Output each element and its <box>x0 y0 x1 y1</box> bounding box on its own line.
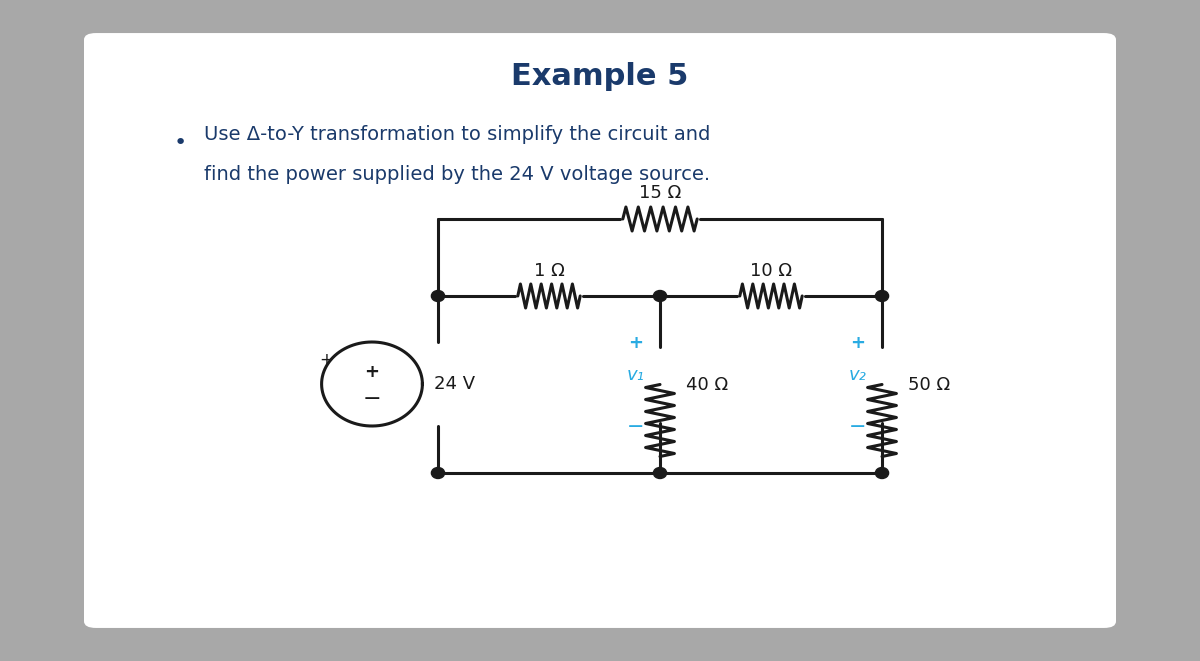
Text: +: + <box>629 334 643 352</box>
Text: −: − <box>850 416 866 436</box>
Text: 1 Ω: 1 Ω <box>534 262 564 280</box>
Text: v₁: v₁ <box>628 366 644 383</box>
Text: 40 Ω: 40 Ω <box>686 375 728 393</box>
Text: v₂: v₂ <box>850 366 866 383</box>
Text: •: • <box>174 133 187 153</box>
Text: 24 V: 24 V <box>434 375 475 393</box>
Text: Use Δ-to-Y transformation to simplify the circuit and: Use Δ-to-Y transformation to simplify th… <box>204 124 710 143</box>
Circle shape <box>876 290 888 301</box>
Text: −: − <box>628 416 644 436</box>
Text: −: − <box>362 389 382 409</box>
FancyBboxPatch shape <box>84 33 1116 628</box>
Text: 50 Ω: 50 Ω <box>908 375 950 393</box>
Circle shape <box>653 467 667 479</box>
Circle shape <box>432 467 445 479</box>
Text: Example 5: Example 5 <box>511 61 689 91</box>
Circle shape <box>432 290 445 301</box>
Text: 10 Ω: 10 Ω <box>750 262 792 280</box>
Text: find the power supplied by the 24 V voltage source.: find the power supplied by the 24 V volt… <box>204 165 710 184</box>
Text: +: + <box>365 363 379 381</box>
Text: +: + <box>851 334 865 352</box>
Circle shape <box>876 467 888 479</box>
Text: +: + <box>319 351 334 369</box>
Circle shape <box>653 290 667 301</box>
Text: 15 Ω: 15 Ω <box>638 184 682 202</box>
